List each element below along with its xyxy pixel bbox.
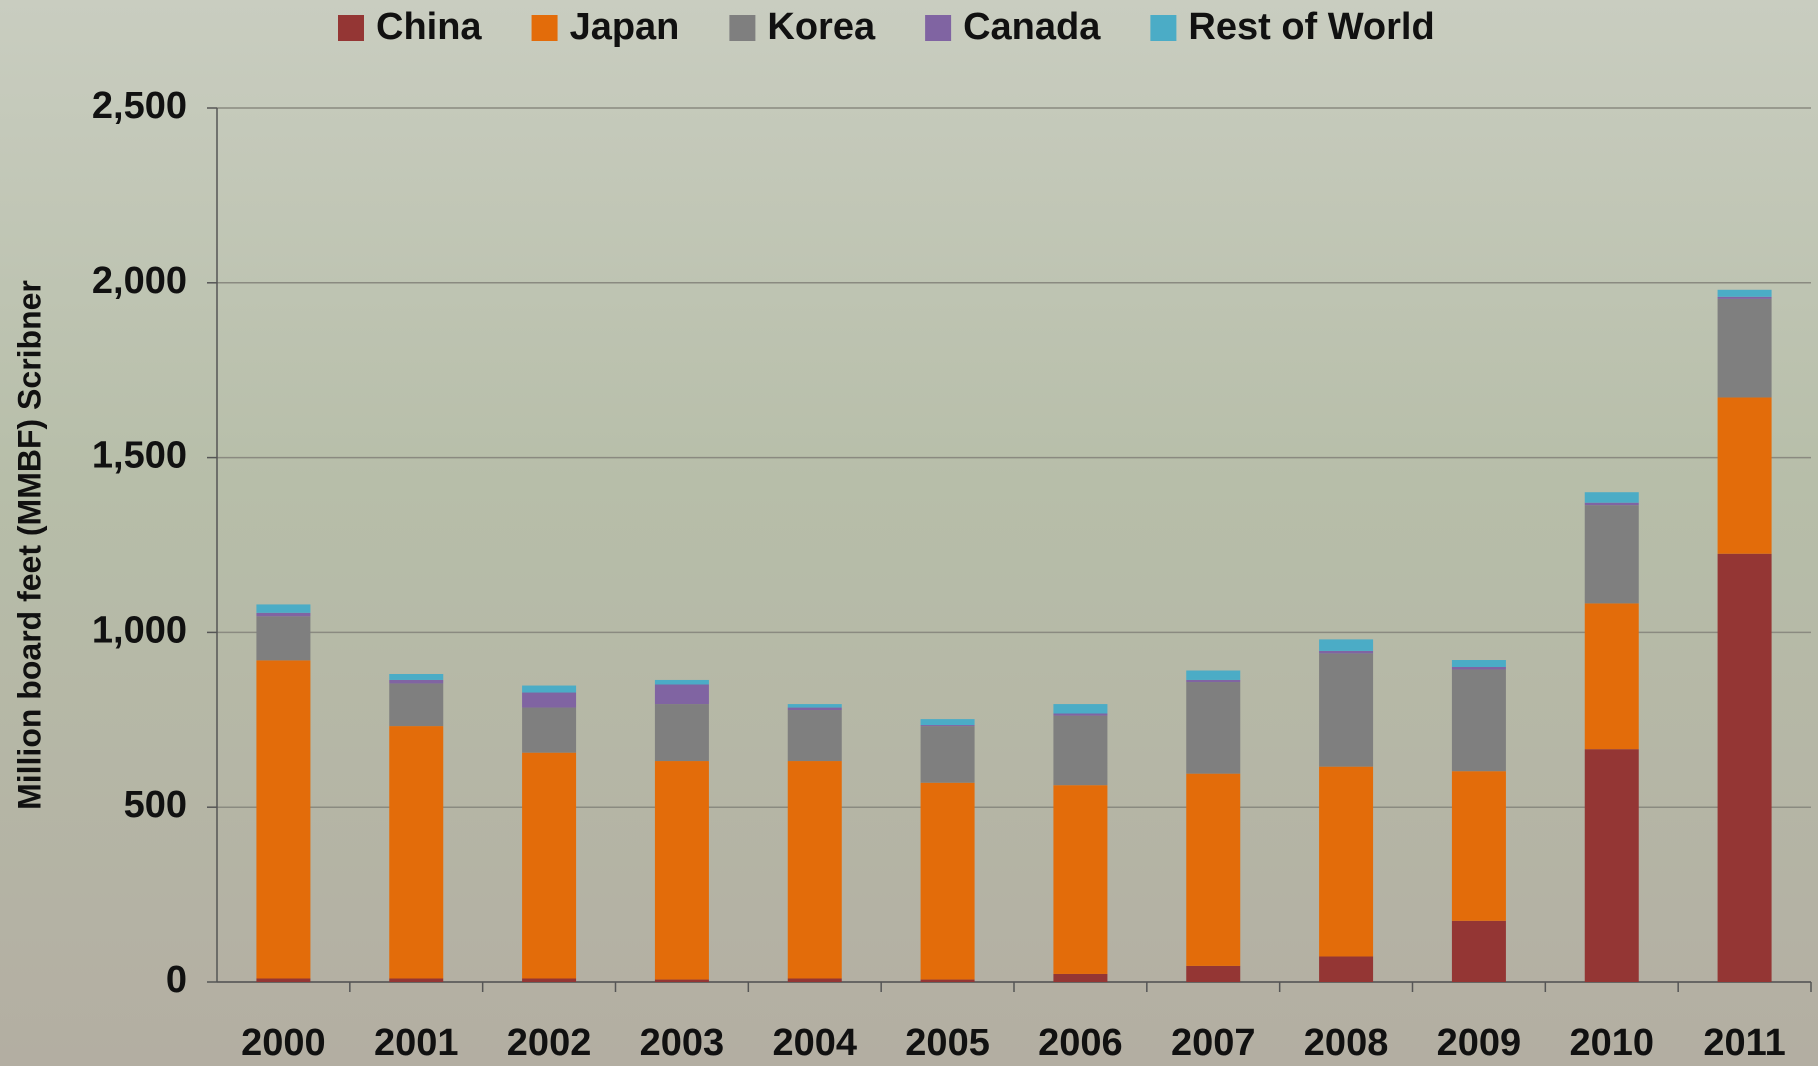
legend-swatch	[729, 15, 756, 41]
y-tick-label: 500	[124, 784, 187, 826]
bar-segment	[1186, 965, 1241, 982]
bar-segment	[1451, 660, 1506, 668]
bar-segment	[787, 978, 842, 982]
bar-segment	[920, 726, 975, 783]
x-tick-label: 2000	[241, 1022, 326, 1064]
bar-segment	[1319, 650, 1374, 654]
y-tick-label: 2,500	[92, 85, 187, 127]
bar-segment	[1451, 667, 1506, 670]
x-tick-label: 2008	[1304, 1022, 1389, 1064]
bar-segment	[256, 978, 311, 982]
legend-swatch	[531, 15, 558, 41]
bar-segment	[1584, 502, 1639, 506]
bar-segment	[787, 707, 842, 711]
bar-segment	[389, 679, 444, 684]
x-tick-label: 2001	[374, 1022, 459, 1064]
x-tick-label: 2009	[1437, 1022, 1522, 1064]
bar-segment	[654, 679, 709, 685]
legend-swatch	[925, 15, 952, 41]
bar-segment	[1451, 920, 1506, 982]
bar-segment	[1053, 715, 1108, 786]
legend-label: China	[376, 6, 482, 48]
bar-segment	[1584, 603, 1639, 750]
bar-segment	[1717, 289, 1772, 297]
bar-segment	[1717, 296, 1772, 299]
bar-segment	[1319, 766, 1374, 957]
bar-segment	[1053, 785, 1108, 974]
bar-segment	[522, 685, 577, 693]
bar-segment	[654, 979, 709, 982]
x-tick-label: 2010	[1569, 1022, 1654, 1064]
x-tick-label: 2004	[772, 1022, 857, 1064]
legend-label: Japan	[570, 6, 680, 48]
bar-segment	[654, 761, 709, 980]
x-tick-label: 2002	[507, 1022, 592, 1064]
bar-segment	[256, 616, 311, 661]
bar-segment	[1584, 749, 1639, 982]
bar-segment	[256, 612, 311, 617]
bar-segment	[920, 725, 975, 727]
bar-segment	[522, 978, 577, 982]
bar-segment	[1319, 653, 1374, 767]
bar-segment	[1319, 639, 1374, 651]
y-tick-label: 1,000	[92, 609, 187, 651]
y-tick-label: 2,000	[92, 260, 187, 302]
bar-segment	[389, 726, 444, 979]
bar-segment	[1451, 669, 1506, 772]
bar-segment	[1584, 505, 1639, 604]
x-tick-label: 2005	[905, 1022, 990, 1064]
y-tick-label: 0	[166, 959, 187, 1001]
bar-segment	[1717, 553, 1772, 982]
bar-segment	[1186, 773, 1241, 966]
y-axis-label: Million board feet (MMBF) Scribner	[11, 280, 47, 810]
bar-segment	[920, 719, 975, 726]
x-tick-label: 2007	[1171, 1022, 1256, 1064]
bar-segment	[1717, 397, 1772, 554]
bar-segment	[920, 979, 975, 982]
bar-segment	[522, 707, 577, 753]
bar-segment	[654, 704, 709, 762]
bar-segment	[389, 674, 444, 680]
bar-segment	[920, 782, 975, 980]
bar-segment	[1186, 679, 1241, 683]
bar-segment	[522, 692, 577, 708]
legend-swatch	[338, 15, 364, 41]
bar-segment	[1584, 492, 1639, 503]
bar-segment	[1451, 771, 1506, 921]
bar-segment	[1186, 670, 1241, 680]
bar-segment	[654, 684, 709, 705]
bar-segment	[522, 752, 577, 979]
legend-label: Canada	[963, 6, 1101, 48]
bar-segment	[1053, 713, 1108, 716]
y-tick-label: 1,500	[92, 435, 187, 477]
bar-segment	[256, 604, 311, 613]
x-tick-label: 2003	[640, 1022, 725, 1064]
bar-segment	[1053, 704, 1108, 714]
bar-segment	[787, 704, 842, 708]
legend-label: Rest of World	[1188, 6, 1434, 48]
bar-segment	[1053, 973, 1108, 982]
bar-segment	[787, 761, 842, 979]
legend-swatch	[1150, 15, 1177, 41]
x-tick-label: 2011	[1703, 1022, 1785, 1064]
bar-segment	[1186, 682, 1241, 774]
bar-segment	[1319, 956, 1374, 982]
x-tick-label: 2006	[1038, 1022, 1123, 1064]
bar-segment	[787, 710, 842, 762]
bar-segment	[389, 978, 444, 982]
bar-segment	[389, 683, 444, 727]
bar-segment	[256, 660, 311, 979]
legend-label: Korea	[767, 6, 876, 48]
bar-segment	[1717, 298, 1772, 398]
